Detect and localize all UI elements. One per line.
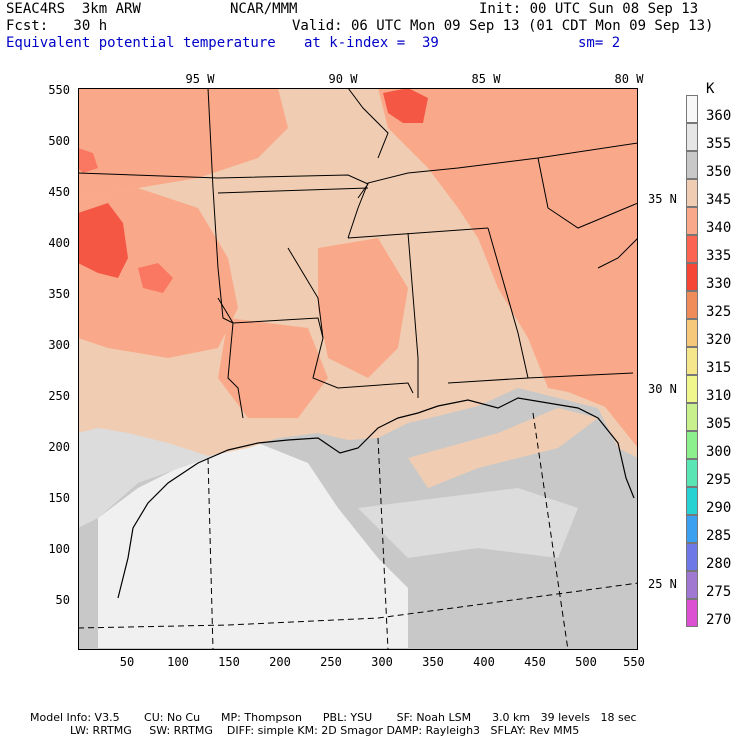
colorbar-swatch xyxy=(686,403,698,431)
x-tick-label: 200 xyxy=(269,655,291,669)
colorbar-label: 275 xyxy=(706,584,732,600)
colorbar-swatch xyxy=(686,319,698,347)
level-index: at k-index = 39 xyxy=(304,35,439,51)
lon-label: 90 W xyxy=(328,72,358,86)
x-tick-label: 300 xyxy=(371,655,393,669)
x-tick-label: 550 xyxy=(623,655,645,669)
init-time: Init: 00 UTC Sun 08 Sep 13 xyxy=(479,1,699,17)
y-tick-label: 500 xyxy=(48,134,70,148)
x-tick-label: 150 xyxy=(218,655,240,669)
colorbar-label: 285 xyxy=(706,528,732,544)
valid-time: Valid: 06 UTC Mon 09 Sep 13 (01 CDT Mon … xyxy=(292,18,714,34)
colorbar-swatch xyxy=(686,515,698,543)
colorbar-swatch xyxy=(686,263,698,291)
model-info-line-2: LW: RRTMG SW: RRTMG DIFF: simple KM: 2D … xyxy=(70,724,580,737)
y-tick-label: 400 xyxy=(48,236,70,250)
x-tick-label: 350 xyxy=(422,655,444,669)
y-tick-label: 450 xyxy=(48,185,70,199)
lon-label: 95 W xyxy=(185,72,215,86)
colorbar-swatch xyxy=(686,123,698,151)
warm-region-southeast xyxy=(528,328,638,448)
colorbar-label: 270 xyxy=(706,612,732,628)
colorbar-label: 295 xyxy=(706,472,732,488)
colorbar-label: 330 xyxy=(706,276,732,292)
hot-spot-texas xyxy=(138,263,173,293)
org-label: NCAR/MMM xyxy=(230,1,298,17)
map-frame xyxy=(78,88,638,650)
colorbar-swatch xyxy=(686,151,698,179)
x-tick-label: 500 xyxy=(575,655,597,669)
warm-region-central xyxy=(318,238,408,378)
lat-lon-grid xyxy=(78,412,638,650)
y-tick-label: 550 xyxy=(48,83,70,97)
colorbar-swatch xyxy=(686,179,698,207)
colorbar-label: 335 xyxy=(706,248,732,264)
colorbar-unit: K xyxy=(706,81,715,97)
lat-label: 25 N xyxy=(648,577,677,591)
y-tick-label: 250 xyxy=(48,389,70,403)
smoothing: sm= 2 xyxy=(578,35,621,51)
colorbar-swatch xyxy=(686,571,698,599)
y-tick-label: 350 xyxy=(48,287,70,301)
colorbar-swatch xyxy=(686,347,698,375)
colorbar-label: 350 xyxy=(706,164,732,180)
colorbar-swatch xyxy=(686,459,698,487)
map-plot xyxy=(78,88,638,650)
lon-label: 80 W xyxy=(614,72,644,86)
x-tick-label: 50 xyxy=(119,655,135,669)
y-tick-label: 300 xyxy=(48,338,70,352)
gulf-light-region xyxy=(98,443,408,648)
hot-spot-small xyxy=(78,148,98,173)
colorbar-label: 305 xyxy=(706,416,732,432)
x-tick-label: 400 xyxy=(473,655,495,669)
colorbar-swatch xyxy=(686,543,698,571)
warm-region-north xyxy=(78,88,288,198)
colorbar-swatch xyxy=(686,599,698,627)
hot-spot-top xyxy=(383,88,428,123)
lat-label: 35 N xyxy=(648,192,677,206)
warm-region-south-central xyxy=(218,318,328,418)
colorbar-label: 325 xyxy=(706,304,732,320)
colorbar-label: 290 xyxy=(706,500,732,516)
colorbar-swatch xyxy=(686,375,698,403)
colorbar-label: 355 xyxy=(706,136,732,152)
colorbar-swatch xyxy=(686,487,698,515)
colorbar-label: 280 xyxy=(706,556,732,572)
colorbar-label: 345 xyxy=(706,192,732,208)
y-tick-label: 50 xyxy=(55,593,70,607)
colorbar-swatch xyxy=(686,235,698,263)
colorbar-label: 300 xyxy=(706,444,732,460)
lat-label: 30 N xyxy=(648,382,677,396)
y-tick-label: 150 xyxy=(48,491,70,505)
colorbar-swatch xyxy=(686,431,698,459)
colorbar-swatch xyxy=(686,291,698,319)
gulf-medium-region-2 xyxy=(358,488,578,558)
colorbar-label: 310 xyxy=(706,388,732,404)
hot-spot-northwest xyxy=(78,203,128,278)
y-tick-label: 200 xyxy=(48,440,70,454)
x-tick-label: 250 xyxy=(320,655,342,669)
colorbar-label: 360 xyxy=(706,108,732,124)
colorbar-label: 315 xyxy=(706,360,732,376)
map-panel xyxy=(78,88,638,650)
lon-label: 85 W xyxy=(471,72,501,86)
political-borders xyxy=(78,88,638,419)
colorbar-swatch xyxy=(686,207,698,235)
x-tick-label: 450 xyxy=(524,655,546,669)
colorbar-label: 320 xyxy=(706,332,732,348)
gulf-east-band xyxy=(408,408,598,488)
coastline xyxy=(117,397,635,599)
forecast-hour: Fcst: 30 h xyxy=(6,18,108,34)
model-info-line-1: Model Info: V3.5 CU: No Cu MP: Thompson … xyxy=(30,711,637,724)
colorbar-swatch xyxy=(686,95,698,123)
colorbar-label: 340 xyxy=(706,220,732,236)
model-title: SEAC4RS 3km ARW xyxy=(6,1,141,17)
field-name: Equivalent potential temperature xyxy=(6,35,276,51)
x-tick-label: 100 xyxy=(167,655,189,669)
y-tick-label: 100 xyxy=(48,542,70,556)
